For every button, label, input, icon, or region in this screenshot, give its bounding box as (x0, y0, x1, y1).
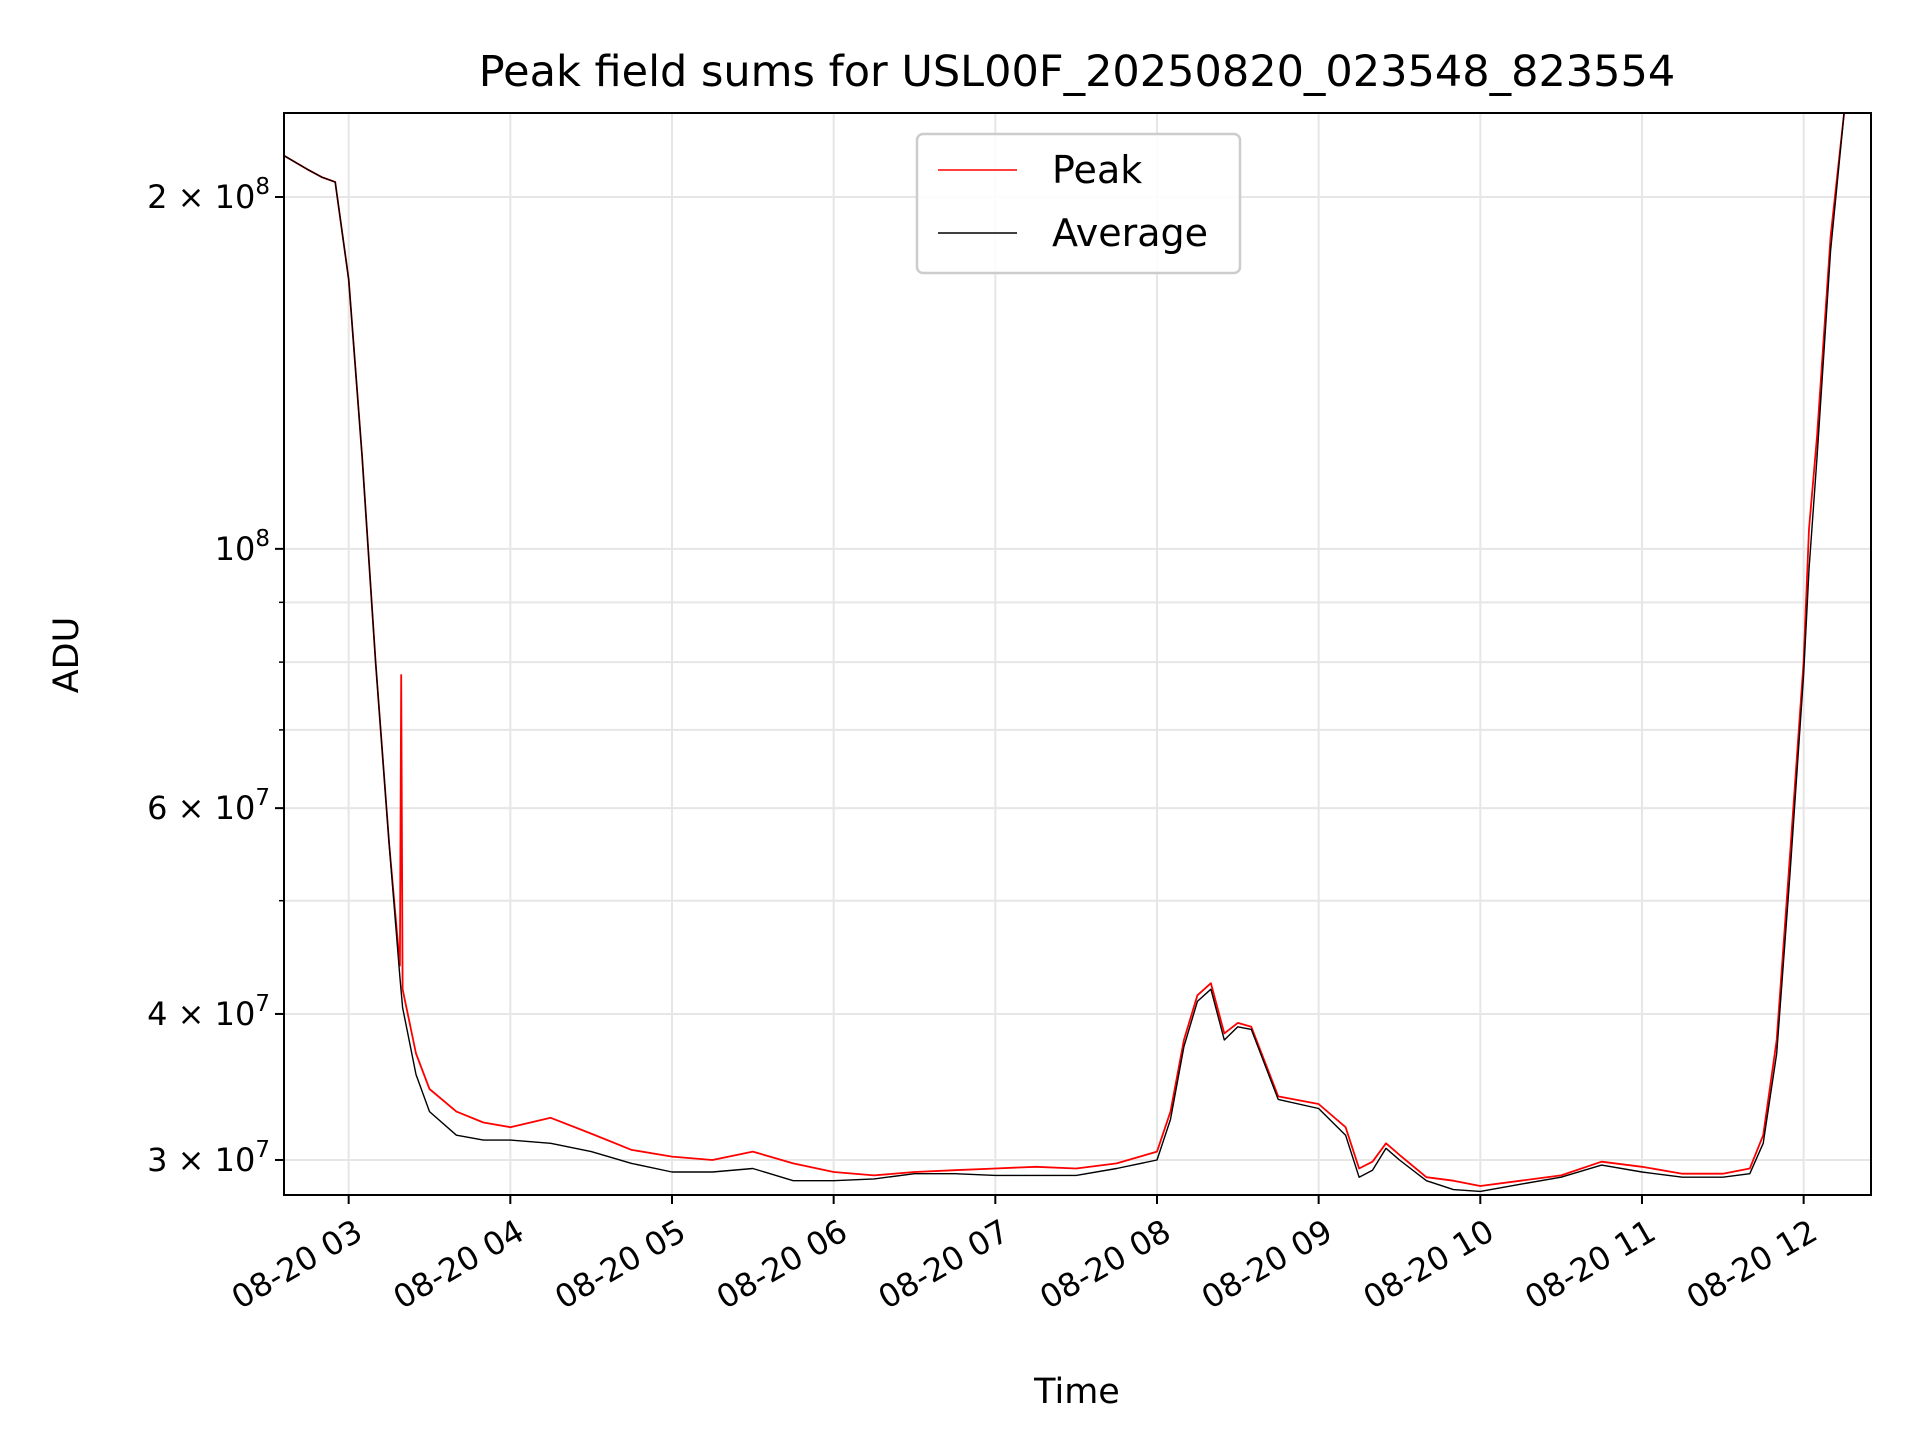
series-line-peak (283, 112, 1845, 1187)
chart-title: Peak field sums for USL00F_20250820_0235… (479, 47, 1675, 97)
y-tick-label: 2 × 108 (147, 174, 270, 216)
x-axis-label: Time (1033, 1372, 1120, 1412)
y-tick-label: 6 × 107 (147, 785, 270, 827)
plot-frame (283, 112, 1872, 1196)
legend: Peak Average (915, 132, 1242, 275)
y-tick-label: 108 (215, 526, 270, 568)
legend-label-peak: Peak (1052, 148, 1142, 192)
y-tick-label: 4 × 107 (147, 991, 270, 1033)
series-layer (283, 112, 1845, 1193)
series-line-average (283, 112, 1845, 1193)
legend-box (915, 132, 1242, 275)
y-axis-label: ADU (47, 617, 87, 694)
legend-label-average: Average (1052, 211, 1208, 255)
y-tick-label: 3 × 107 (147, 1137, 270, 1179)
